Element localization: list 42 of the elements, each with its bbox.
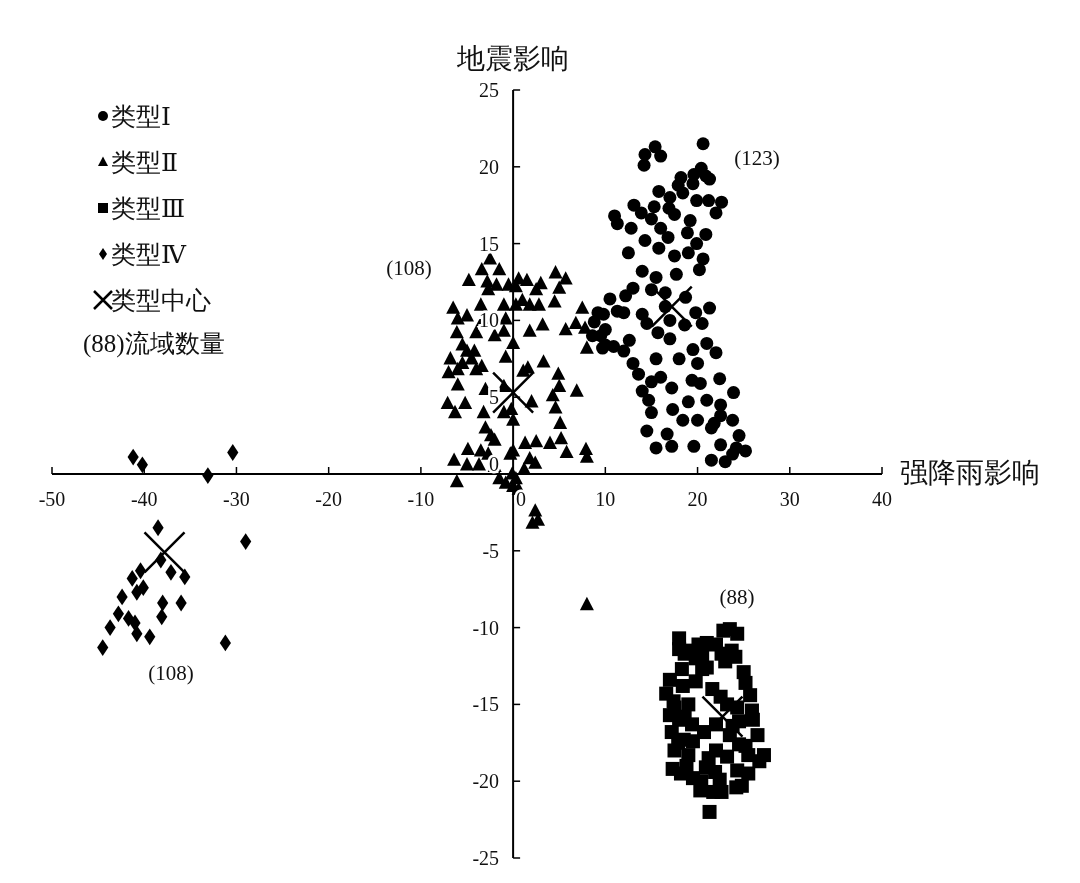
- y-tick-label: -20: [472, 770, 500, 793]
- annotation: (123): [734, 146, 780, 170]
- legend-label: 类型Ⅳ: [111, 241, 187, 268]
- x-tick-label: 30: [779, 488, 800, 510]
- legend-label: 类型Ⅰ: [111, 103, 171, 130]
- x-tick-label: 0: [516, 488, 527, 510]
- point: [97, 639, 109, 656]
- annotation: (108): [386, 256, 432, 280]
- x-tick-label: 10: [595, 488, 616, 510]
- point: [202, 467, 214, 484]
- legend-label: 类型Ⅲ: [111, 195, 186, 222]
- x-tick-label: -10: [407, 488, 435, 510]
- y-tick-label: -15: [472, 693, 500, 716]
- y-tick-label: -5: [482, 539, 500, 562]
- y-tick-label: -10: [472, 616, 500, 639]
- point: [143, 531, 186, 574]
- legend-label: 类型中心: [111, 287, 211, 314]
- point: [701, 695, 744, 738]
- legend-label: 类型Ⅱ: [111, 149, 178, 176]
- point: [104, 619, 116, 636]
- annotation: (88)流域数量: [83, 330, 225, 358]
- y-tick-label: 25: [479, 79, 500, 101]
- point: [240, 533, 252, 550]
- annotation: (108): [148, 661, 194, 685]
- point: [126, 570, 138, 587]
- x-tick-label: 40: [872, 488, 892, 510]
- y-tick-label: 15: [479, 232, 500, 255]
- point: [134, 562, 147, 580]
- x-tick-label: -20: [315, 488, 342, 510]
- x-axis-title: 强降雨影响: [900, 457, 1040, 488]
- y-tick-label: 20: [479, 155, 500, 178]
- y-tick-label: -25: [472, 847, 500, 869]
- point: [491, 371, 535, 414]
- point: [650, 285, 693, 328]
- x-tick-label: -30: [223, 488, 250, 510]
- annotation: (88): [719, 585, 755, 609]
- x-tick-label: -40: [130, 488, 158, 510]
- point: [227, 444, 239, 461]
- x-tick-label: -50: [38, 488, 66, 510]
- x-tick-label: 20: [687, 488, 708, 510]
- y-tick-label: 5: [489, 386, 500, 409]
- y-axis-title: 地震影响: [456, 43, 570, 74]
